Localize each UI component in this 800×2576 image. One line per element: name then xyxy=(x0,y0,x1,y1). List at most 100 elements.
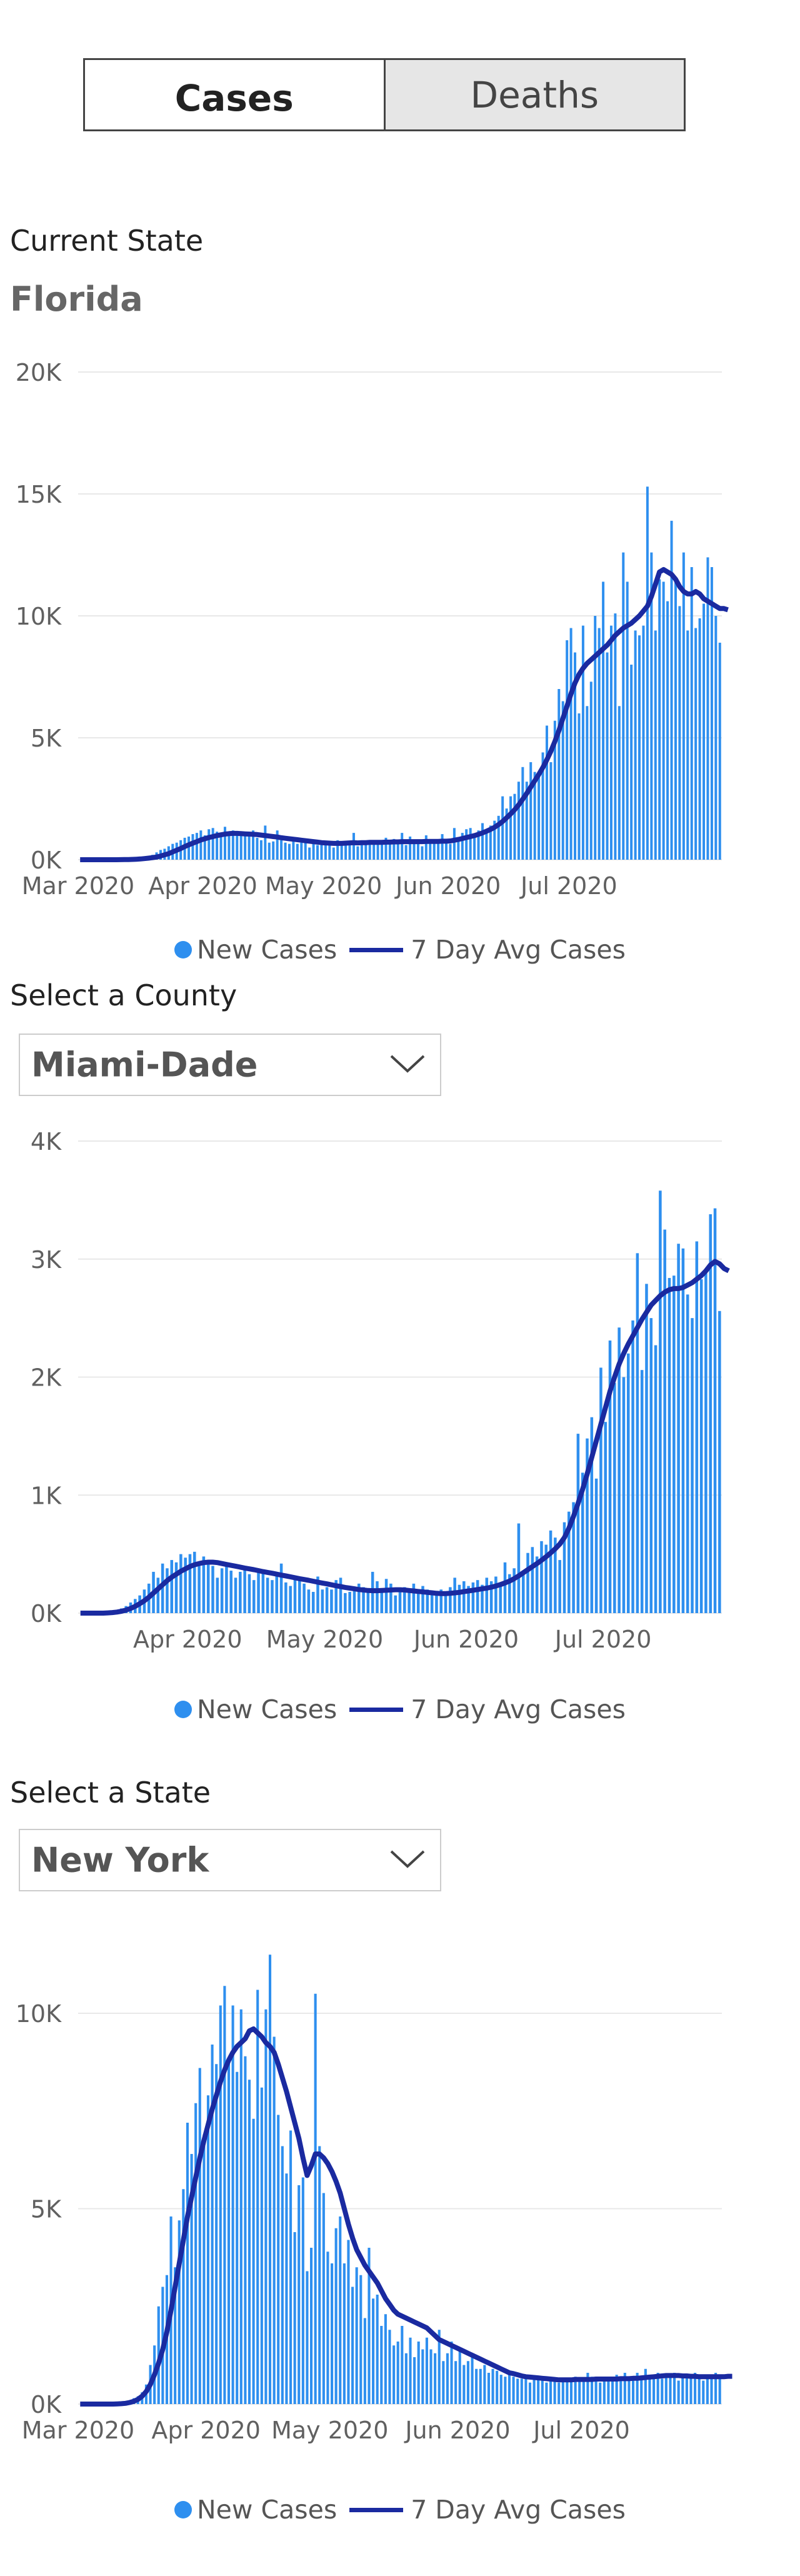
deaths-toggle-button[interactable]: Deaths xyxy=(385,60,684,129)
new-cases-bar xyxy=(388,2330,391,2404)
new-cases-bar xyxy=(652,2377,656,2404)
new-cases-bar xyxy=(493,820,496,860)
new-cases-bar xyxy=(631,1320,634,1613)
new-cases-bar xyxy=(489,1581,493,1613)
new-cases-bar xyxy=(439,1589,443,1613)
cases-toggle-button[interactable]: Cases xyxy=(85,60,386,129)
new-cases-bar xyxy=(554,1537,557,1613)
new-cases-bar xyxy=(618,706,621,860)
new-cases-bar xyxy=(425,2337,428,2404)
new-cases-bar xyxy=(396,842,399,860)
x-tick-label: Apr 2020 xyxy=(133,1626,242,1653)
new-cases-bar xyxy=(669,2377,672,2404)
new-cases-bar xyxy=(636,1253,639,1613)
state-dropdown-value: New York xyxy=(31,1840,209,1880)
new-cases-bar xyxy=(512,1568,516,1613)
y-tick-label: 0K xyxy=(31,2391,62,2418)
county-dropdown[interactable]: Miami-Dade xyxy=(19,1034,441,1096)
new-cases-bar xyxy=(340,843,343,860)
new-cases-bar xyxy=(517,1523,521,1613)
new-cases-bar xyxy=(626,1353,630,1613)
new-cases-bar xyxy=(572,1502,575,1613)
new-cases-bar xyxy=(430,1594,434,1613)
x-tick-label: Jul 2020 xyxy=(532,2417,630,2444)
new-cases-bar xyxy=(586,2373,589,2404)
new-cases-bar xyxy=(211,2045,214,2404)
new-cases-bar xyxy=(412,842,416,860)
new-cases-bar xyxy=(649,1318,653,1613)
new-cases-bar xyxy=(413,2357,416,2404)
new-cases-bar xyxy=(508,1574,511,1613)
new-cases-bar xyxy=(718,1311,721,1613)
new-cases-bar xyxy=(444,1592,448,1613)
new-cases-bar xyxy=(533,772,536,860)
new-cases-bar xyxy=(264,825,267,860)
new-cases-bar xyxy=(342,2263,346,2404)
county-cases-chart: 0K 1K 2K 3K 4K Apr 2020 May 2020 Jun 2020 Jul 20… xyxy=(31,1128,730,1653)
new-cases-bar xyxy=(549,2378,552,2404)
new-cases-bar xyxy=(292,840,295,860)
new-cases-bar xyxy=(344,1592,347,1613)
new-cases-bar xyxy=(296,843,299,860)
x-tick-label: Apr 2020 xyxy=(148,872,258,900)
new-cases-bar xyxy=(416,840,419,860)
new-cases-bar xyxy=(328,841,331,860)
new-cases-bar xyxy=(344,841,348,860)
new-cases-bar xyxy=(475,2368,478,2404)
new-cases-bar xyxy=(320,843,323,860)
new-cases-bar xyxy=(318,2146,321,2404)
new-cases-bar xyxy=(190,2154,193,2404)
state-dropdown[interactable]: New York xyxy=(19,1829,441,1891)
new-cases-bar xyxy=(376,2295,379,2404)
new-cases-bar xyxy=(194,2103,198,2404)
new-cases-bar xyxy=(513,793,516,860)
new-cases-bar xyxy=(491,2368,494,2404)
new-cases-bar xyxy=(618,1327,621,1613)
new-cases-bar xyxy=(441,834,444,860)
new-cases-bar xyxy=(537,2378,540,2404)
new-cases-bar xyxy=(666,601,669,860)
new-cases-bar xyxy=(289,2130,292,2404)
new-cases-bar xyxy=(394,1595,397,1613)
new-cases-bar xyxy=(581,1472,584,1613)
new-cases-bar xyxy=(301,2177,304,2404)
new-cases-bar xyxy=(223,827,226,860)
new-cases-bar xyxy=(549,1530,552,1613)
new-cases-bar xyxy=(686,1294,689,1613)
new-cases-bar xyxy=(634,630,637,860)
selected-state-cases-chart: 0K 5K 10K Mar 2020 Apr 2020 May 2020 Jun 2020 J… xyxy=(16,1955,732,2444)
new-cases-bar xyxy=(243,1566,246,1613)
legend-line-icon xyxy=(349,947,404,952)
new-cases-bar xyxy=(293,2232,296,2404)
new-cases-bar xyxy=(561,2378,564,2404)
new-cases-bar xyxy=(326,2251,329,2404)
new-cases-bar xyxy=(541,2380,544,2404)
new-cases-bar xyxy=(704,1270,708,1613)
new-cases-bar xyxy=(504,2377,507,2404)
new-cases-bar xyxy=(541,752,544,860)
new-cases-bar xyxy=(481,1584,484,1613)
new-cases-bar xyxy=(223,1986,226,2404)
new-cases-bar xyxy=(380,1589,384,1613)
new-cases-bar xyxy=(193,1551,196,1613)
new-cases-bar xyxy=(392,2345,396,2404)
new-cases-bar xyxy=(312,842,315,860)
new-cases-bar xyxy=(347,2240,350,2404)
x-tick-label: Jun 2020 xyxy=(412,1626,519,1653)
new-cases-bar xyxy=(314,1993,317,2404)
new-cases-bar xyxy=(528,2382,532,2404)
new-cases-bar xyxy=(268,1955,272,2404)
new-cases-bar xyxy=(248,1574,251,1613)
new-cases-bar xyxy=(403,1587,406,1613)
new-cases-bar xyxy=(545,2382,548,2404)
new-cases-bar xyxy=(316,845,319,860)
new-cases-bar xyxy=(231,2005,234,2404)
new-cases-bar xyxy=(195,833,198,860)
y-tick-label: 10K xyxy=(16,603,62,630)
new-cases-bar xyxy=(248,834,251,860)
new-cases-bar xyxy=(594,616,597,860)
new-cases-bar xyxy=(479,2368,482,2404)
new-cases-bar xyxy=(636,2373,639,2404)
new-cases-bar xyxy=(568,1511,571,1613)
current-state-label: Current State xyxy=(10,224,204,258)
